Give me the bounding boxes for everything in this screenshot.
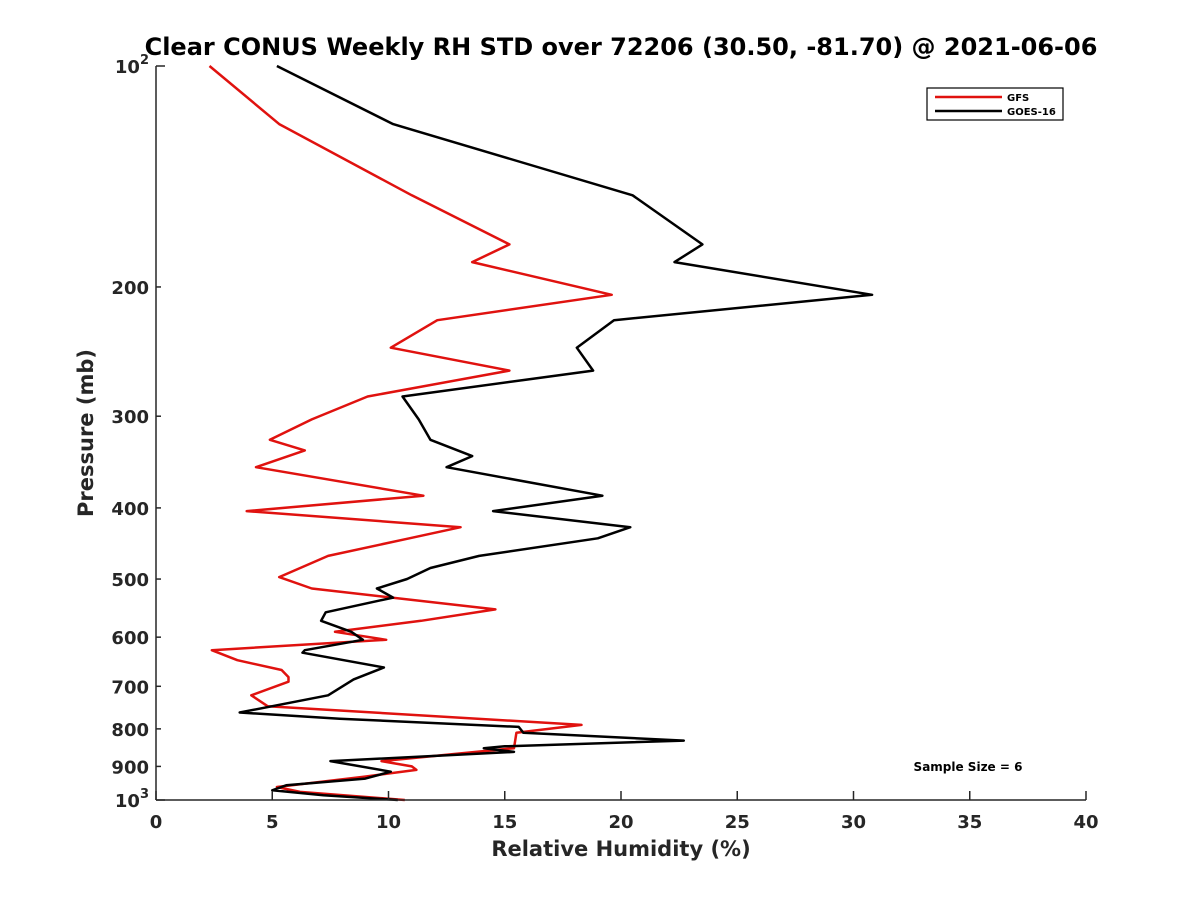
x-axis-label: Relative Humidity (%) — [491, 837, 750, 861]
x-tick-label: 5 — [266, 812, 279, 833]
y-axis-label: Pressure (mb) — [74, 349, 98, 517]
y-tick-label: 400 — [111, 499, 149, 520]
y-ticks: 102 200 300 400 500 600 700 800 900 103 — [111, 53, 165, 812]
x-tick-label: 25 — [725, 812, 750, 833]
plot-area — [156, 66, 1086, 800]
y-tick-label: 700 — [111, 677, 149, 698]
series-layer — [208, 64, 874, 802]
y-tick-label: 200 — [111, 278, 149, 299]
legend: GFS GOES-16 — [926, 87, 1064, 121]
x-tick-label: 15 — [492, 812, 517, 833]
x-ticks: 0 5 10 15 20 25 30 35 40 — [150, 791, 1099, 833]
chart-title: Clear CONUS Weekly RH STD over 72206 (30… — [145, 33, 1098, 61]
y-tick-label: 800 — [111, 720, 149, 741]
sample-size-annotation: Sample Size = 6 — [914, 760, 1023, 774]
y-tick-label: 600 — [111, 628, 149, 649]
x-tick-label: 30 — [841, 812, 866, 833]
legend-label-goes16: GOES-16 — [1007, 107, 1056, 118]
x-tick-label: 10 — [376, 812, 401, 833]
legend-label-gfs: GFS — [1007, 93, 1029, 104]
x-tick-label: 20 — [608, 812, 633, 833]
legend-box — [926, 87, 1064, 121]
y-tick-label: 103 — [115, 787, 149, 812]
x-tick-label: 40 — [1073, 812, 1098, 833]
x-tick-label: 0 — [150, 812, 163, 833]
y-tick-label: 300 — [111, 407, 149, 428]
series-line-goes16 — [238, 64, 874, 802]
y-tick-label: 900 — [111, 757, 149, 778]
x-tick-label: 35 — [957, 812, 982, 833]
y-tick-label: 102 — [115, 53, 149, 78]
y-tick-label: 500 — [111, 570, 149, 591]
